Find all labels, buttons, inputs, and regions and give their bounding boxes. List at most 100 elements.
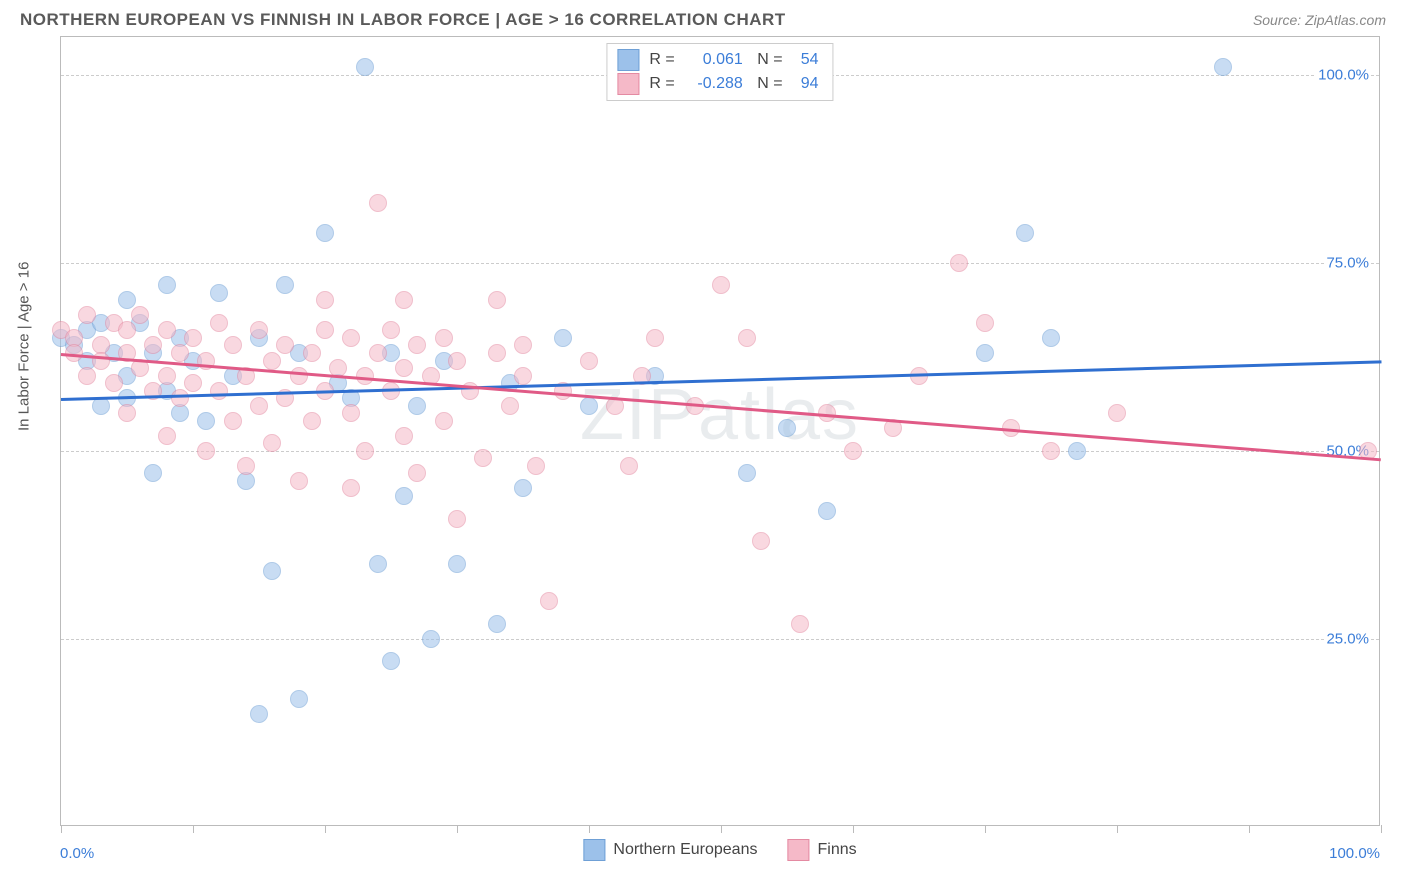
scatter-point bbox=[408, 464, 426, 482]
scatter-point bbox=[369, 194, 387, 212]
scatter-point bbox=[976, 314, 994, 332]
scatter-point bbox=[224, 336, 242, 354]
r-label: R = bbox=[649, 48, 674, 72]
scatter-point bbox=[395, 427, 413, 445]
x-tick bbox=[1381, 825, 1382, 833]
scatter-point bbox=[844, 442, 862, 460]
scatter-point bbox=[448, 510, 466, 528]
plot-area: ZIPatlas R = 0.061 N = 54 R = -0.288 N =… bbox=[60, 36, 1380, 826]
scatter-point bbox=[488, 344, 506, 362]
x-tick bbox=[721, 825, 722, 833]
r-value-finns: -0.288 bbox=[685, 72, 743, 96]
scatter-point bbox=[1042, 442, 1060, 460]
legend-row-northern: R = 0.061 N = 54 bbox=[617, 48, 818, 72]
scatter-point bbox=[303, 344, 321, 362]
x-tick bbox=[61, 825, 62, 833]
scatter-point bbox=[514, 479, 532, 497]
scatter-point bbox=[276, 276, 294, 294]
x-tick bbox=[193, 825, 194, 833]
scatter-point bbox=[448, 352, 466, 370]
scatter-point bbox=[158, 276, 176, 294]
scatter-point bbox=[1016, 224, 1034, 242]
gridline bbox=[61, 263, 1379, 264]
n-value-finns: 94 bbox=[793, 72, 819, 96]
scatter-point bbox=[78, 306, 96, 324]
scatter-point bbox=[290, 472, 308, 490]
scatter-point bbox=[118, 321, 136, 339]
y-axis-title: In Labor Force | Age > 16 bbox=[16, 262, 33, 431]
scatter-point bbox=[408, 397, 426, 415]
legend-swatch-northern bbox=[617, 49, 639, 71]
x-tick bbox=[589, 825, 590, 833]
scatter-point bbox=[791, 615, 809, 633]
scatter-point bbox=[1108, 404, 1126, 422]
scatter-point bbox=[488, 615, 506, 633]
scatter-point bbox=[290, 690, 308, 708]
scatter-point bbox=[342, 329, 360, 347]
scatter-point bbox=[118, 404, 136, 422]
scatter-point bbox=[356, 367, 374, 385]
scatter-point bbox=[210, 284, 228, 302]
scatter-point bbox=[224, 412, 242, 430]
scatter-point bbox=[197, 442, 215, 460]
scatter-point bbox=[474, 449, 492, 467]
scatter-point bbox=[158, 367, 176, 385]
scatter-point bbox=[316, 224, 334, 242]
scatter-point bbox=[580, 352, 598, 370]
scatter-point bbox=[316, 291, 334, 309]
scatter-point bbox=[501, 397, 519, 415]
x-tick bbox=[1249, 825, 1250, 833]
scatter-point bbox=[303, 412, 321, 430]
correlation-legend: R = 0.061 N = 54 R = -0.288 N = 94 bbox=[606, 43, 833, 101]
legend-swatch-northern-icon bbox=[583, 839, 605, 861]
scatter-point bbox=[250, 705, 268, 723]
x-tick bbox=[1117, 825, 1118, 833]
x-tick bbox=[325, 825, 326, 833]
x-tick bbox=[457, 825, 458, 833]
scatter-point bbox=[1214, 58, 1232, 76]
scatter-point bbox=[554, 329, 572, 347]
scatter-point bbox=[184, 374, 202, 392]
scatter-point bbox=[276, 336, 294, 354]
scatter-point bbox=[712, 276, 730, 294]
y-tick-label: 25.0% bbox=[1324, 630, 1371, 647]
scatter-point bbox=[144, 336, 162, 354]
scatter-point bbox=[144, 464, 162, 482]
scatter-point bbox=[356, 442, 374, 460]
scatter-point bbox=[976, 344, 994, 362]
scatter-point bbox=[131, 306, 149, 324]
scatter-point bbox=[514, 336, 532, 354]
chart-header: NORTHERN EUROPEAN VS FINNISH IN LABOR FO… bbox=[0, 0, 1406, 36]
trend-line bbox=[61, 361, 1381, 401]
legend-label-northern: Northern Europeans bbox=[613, 841, 757, 859]
chart-title: NORTHERN EUROPEAN VS FINNISH IN LABOR FO… bbox=[20, 10, 786, 30]
scatter-point bbox=[171, 344, 189, 362]
legend-label-finns: Finns bbox=[817, 841, 856, 859]
gridline bbox=[61, 639, 1379, 640]
scatter-point bbox=[950, 254, 968, 272]
scatter-point bbox=[342, 479, 360, 497]
scatter-point bbox=[738, 464, 756, 482]
x-axis-min-label: 0.0% bbox=[60, 845, 94, 862]
scatter-point bbox=[369, 344, 387, 362]
scatter-point bbox=[435, 412, 453, 430]
x-tick bbox=[853, 825, 854, 833]
scatter-point bbox=[540, 592, 558, 610]
legend-swatch-finns bbox=[617, 73, 639, 95]
r-value-northern: 0.061 bbox=[685, 48, 743, 72]
y-tick-label: 75.0% bbox=[1324, 254, 1371, 271]
x-tick bbox=[985, 825, 986, 833]
scatter-point bbox=[620, 457, 638, 475]
scatter-point bbox=[184, 329, 202, 347]
legend-item-finns: Finns bbox=[787, 839, 856, 861]
scatter-point bbox=[1042, 329, 1060, 347]
scatter-point bbox=[105, 374, 123, 392]
series-legend: Northern Europeans Finns bbox=[583, 839, 856, 861]
scatter-point bbox=[369, 555, 387, 573]
scatter-point bbox=[250, 397, 268, 415]
scatter-point bbox=[316, 321, 334, 339]
chart-source: Source: ZipAtlas.com bbox=[1253, 12, 1386, 28]
legend-item-northern: Northern Europeans bbox=[583, 839, 757, 861]
scatter-point bbox=[263, 352, 281, 370]
scatter-point bbox=[527, 457, 545, 475]
